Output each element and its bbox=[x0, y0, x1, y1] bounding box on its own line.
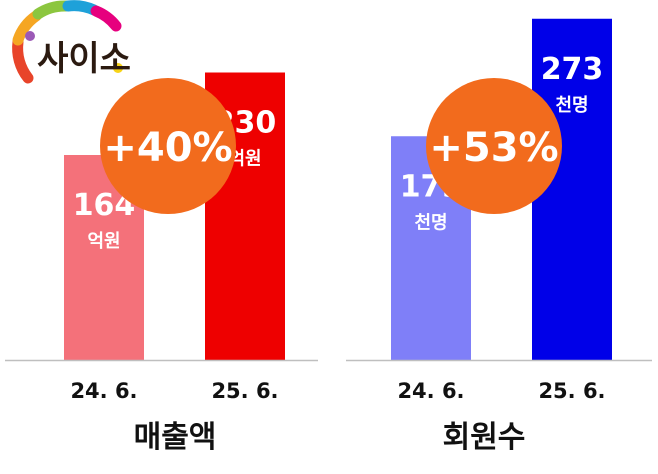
bar-unit-label: 천명 bbox=[414, 212, 447, 233]
x-tick-label: 24. 6. bbox=[70, 379, 137, 403]
chart-title: 매출액 bbox=[134, 420, 217, 455]
logo-dot-yellow bbox=[113, 63, 123, 73]
logo-arc-blue bbox=[62, 0, 100, 16]
logo-dot-purple bbox=[25, 31, 35, 41]
change-badge bbox=[426, 78, 562, 214]
x-tick-label: 24. 6. bbox=[397, 379, 464, 403]
change-badge bbox=[100, 78, 236, 214]
bar-unit-label: 억원 bbox=[228, 149, 261, 170]
logo-arc-green bbox=[32, 0, 72, 20]
saiso-logo: 사이소 bbox=[12, 0, 131, 84]
bar-unit-label: 천명 bbox=[555, 95, 588, 116]
x-tick-label: 25. 6. bbox=[211, 379, 278, 403]
bar-value-label: 273 bbox=[541, 52, 604, 87]
change-badge-label: +53% bbox=[429, 125, 558, 171]
change-badge-label: +40% bbox=[103, 125, 232, 171]
logo-text: 사이소 bbox=[37, 39, 131, 79]
chart-title: 회원수 bbox=[443, 420, 526, 455]
logo-arc-red bbox=[12, 36, 34, 84]
logo-arc-pink bbox=[90, 5, 122, 32]
x-tick-label: 25. 6. bbox=[538, 379, 605, 403]
bar-unit-label: 억원 bbox=[87, 231, 120, 252]
